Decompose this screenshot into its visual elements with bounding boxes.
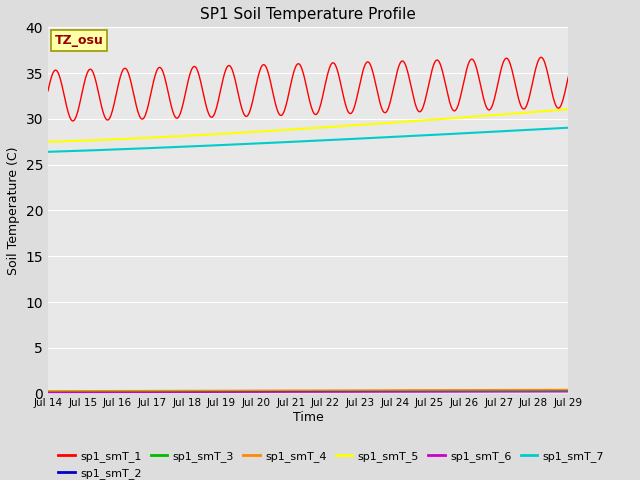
sp1_smT_6 xyxy=(44,390,52,396)
X-axis label: Time: Time xyxy=(292,411,323,424)
Line: sp1_smT_1: sp1_smT_1 xyxy=(48,57,568,121)
sp1_smT_7 xyxy=(107,147,115,153)
sp1_smT_5 xyxy=(387,120,394,126)
sp1_smT_1 xyxy=(372,82,380,87)
sp1_smT_7 xyxy=(188,144,195,149)
sp1_smT_6 xyxy=(564,389,572,395)
sp1_smT_2 xyxy=(44,389,52,395)
sp1_smT_1 xyxy=(538,54,545,60)
Text: TZ_osu: TZ_osu xyxy=(55,34,104,47)
sp1_smT_2 xyxy=(160,389,168,395)
sp1_smT_2 xyxy=(371,388,379,394)
sp1_smT_3 xyxy=(564,387,572,393)
sp1_smT_4 xyxy=(160,388,168,394)
sp1_smT_4 xyxy=(44,388,52,394)
sp1_smT_1 xyxy=(68,118,76,124)
sp1_smT_1 xyxy=(564,74,572,80)
sp1_smT_5 xyxy=(54,139,61,144)
sp1_smT_7 xyxy=(54,149,61,155)
sp1_smT_1 xyxy=(188,66,196,72)
sp1_smT_7 xyxy=(44,149,52,155)
Y-axis label: Soil Temperature (C): Soil Temperature (C) xyxy=(7,146,20,275)
sp1_smT_5 xyxy=(107,137,115,143)
sp1_smT_5 xyxy=(564,107,572,112)
sp1_smT_1 xyxy=(44,88,52,94)
sp1_smT_4 xyxy=(54,388,61,394)
Line: sp1_smT_2: sp1_smT_2 xyxy=(48,391,568,392)
sp1_smT_6 xyxy=(371,389,379,395)
sp1_smT_4 xyxy=(387,387,394,393)
Legend: sp1_smT_1, sp1_smT_2, sp1_smT_3, sp1_smT_4, sp1_smT_5, sp1_smT_6, sp1_smT_7: sp1_smT_1, sp1_smT_2, sp1_smT_3, sp1_smT… xyxy=(54,447,609,480)
sp1_smT_3 xyxy=(107,388,115,394)
sp1_smT_3 xyxy=(54,389,61,395)
sp1_smT_3 xyxy=(371,388,379,394)
sp1_smT_4 xyxy=(371,387,379,393)
sp1_smT_2 xyxy=(188,389,195,395)
sp1_smT_3 xyxy=(44,389,52,395)
sp1_smT_6 xyxy=(188,389,195,395)
Line: sp1_smT_6: sp1_smT_6 xyxy=(48,392,568,393)
Line: sp1_smT_4: sp1_smT_4 xyxy=(48,389,568,391)
Line: sp1_smT_3: sp1_smT_3 xyxy=(48,390,568,392)
sp1_smT_2 xyxy=(107,389,115,395)
sp1_smT_7 xyxy=(371,135,379,141)
sp1_smT_1 xyxy=(108,110,115,116)
sp1_smT_5 xyxy=(188,132,195,138)
sp1_smT_3 xyxy=(160,388,168,394)
sp1_smT_5 xyxy=(44,139,52,144)
sp1_smT_7 xyxy=(564,125,572,131)
sp1_smT_3 xyxy=(188,388,195,394)
sp1_smT_2 xyxy=(564,388,572,394)
sp1_smT_6 xyxy=(107,390,115,396)
sp1_smT_4 xyxy=(188,387,195,393)
sp1_smT_2 xyxy=(54,389,61,395)
sp1_smT_4 xyxy=(564,386,572,392)
Line: sp1_smT_5: sp1_smT_5 xyxy=(48,109,568,142)
Title: SP1 Soil Temperature Profile: SP1 Soil Temperature Profile xyxy=(200,7,416,22)
sp1_smT_6 xyxy=(387,389,394,395)
sp1_smT_1 xyxy=(387,96,395,102)
sp1_smT_2 xyxy=(387,388,394,394)
sp1_smT_7 xyxy=(160,144,168,150)
sp1_smT_1 xyxy=(161,74,168,80)
sp1_smT_6 xyxy=(160,389,168,395)
sp1_smT_1 xyxy=(54,69,61,74)
sp1_smT_4 xyxy=(107,388,115,394)
sp1_smT_3 xyxy=(387,388,394,394)
sp1_smT_7 xyxy=(387,134,394,140)
sp1_smT_6 xyxy=(54,390,61,396)
Line: sp1_smT_7: sp1_smT_7 xyxy=(48,128,568,152)
sp1_smT_5 xyxy=(160,134,168,140)
sp1_smT_5 xyxy=(371,121,379,127)
